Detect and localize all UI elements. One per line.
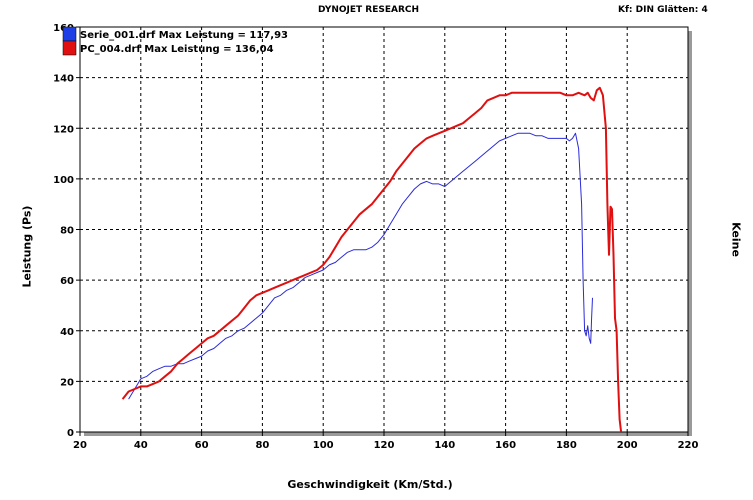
- x-tick-label: 200: [617, 440, 638, 451]
- y-tick-label: 100: [53, 175, 74, 186]
- x-tick-label: 80: [255, 440, 269, 451]
- y-tick-label: 120: [53, 124, 74, 135]
- y-tick-label: 20: [60, 377, 74, 388]
- x-tick-label: 140: [434, 440, 455, 451]
- x-tick-label: 220: [678, 440, 699, 451]
- x-tick-label: 60: [195, 440, 209, 451]
- x-tick-label: 160: [495, 440, 516, 451]
- x-tick-label: 100: [313, 440, 334, 451]
- y-tick-label: 40: [60, 327, 74, 338]
- x-axis-title: Geschwindigkeit (Km/Std.): [287, 478, 453, 491]
- legend-swatch: [62, 40, 77, 56]
- x-tick-label: 180: [556, 440, 577, 451]
- right-axis-title: Keine: [729, 222, 743, 257]
- legend-swatch: [62, 26, 77, 42]
- x-tick-label: 120: [374, 440, 395, 451]
- chart-header-title: DYNOJET RESEARCH: [318, 5, 420, 15]
- y-tick-label: 80: [60, 226, 74, 237]
- legend-label: PC_004.drf Max Leistung = 136,04: [80, 44, 274, 55]
- y-axis-title: Leistung (Ps): [20, 205, 34, 288]
- legend-label: Serie_001.drf Max Leistung = 117,93: [80, 30, 288, 41]
- x-tick-label: 40: [134, 440, 148, 451]
- y-tick-label: 0: [67, 428, 74, 439]
- chart-header-settings: Kf: DIN Glätten: 4: [618, 5, 708, 15]
- y-tick-label: 60: [60, 276, 74, 287]
- y-tick-label: 140: [53, 74, 74, 85]
- x-tick-label: 20: [73, 440, 87, 451]
- series-line-2: [121, 86, 623, 433]
- series-line-1: [128, 132, 593, 400]
